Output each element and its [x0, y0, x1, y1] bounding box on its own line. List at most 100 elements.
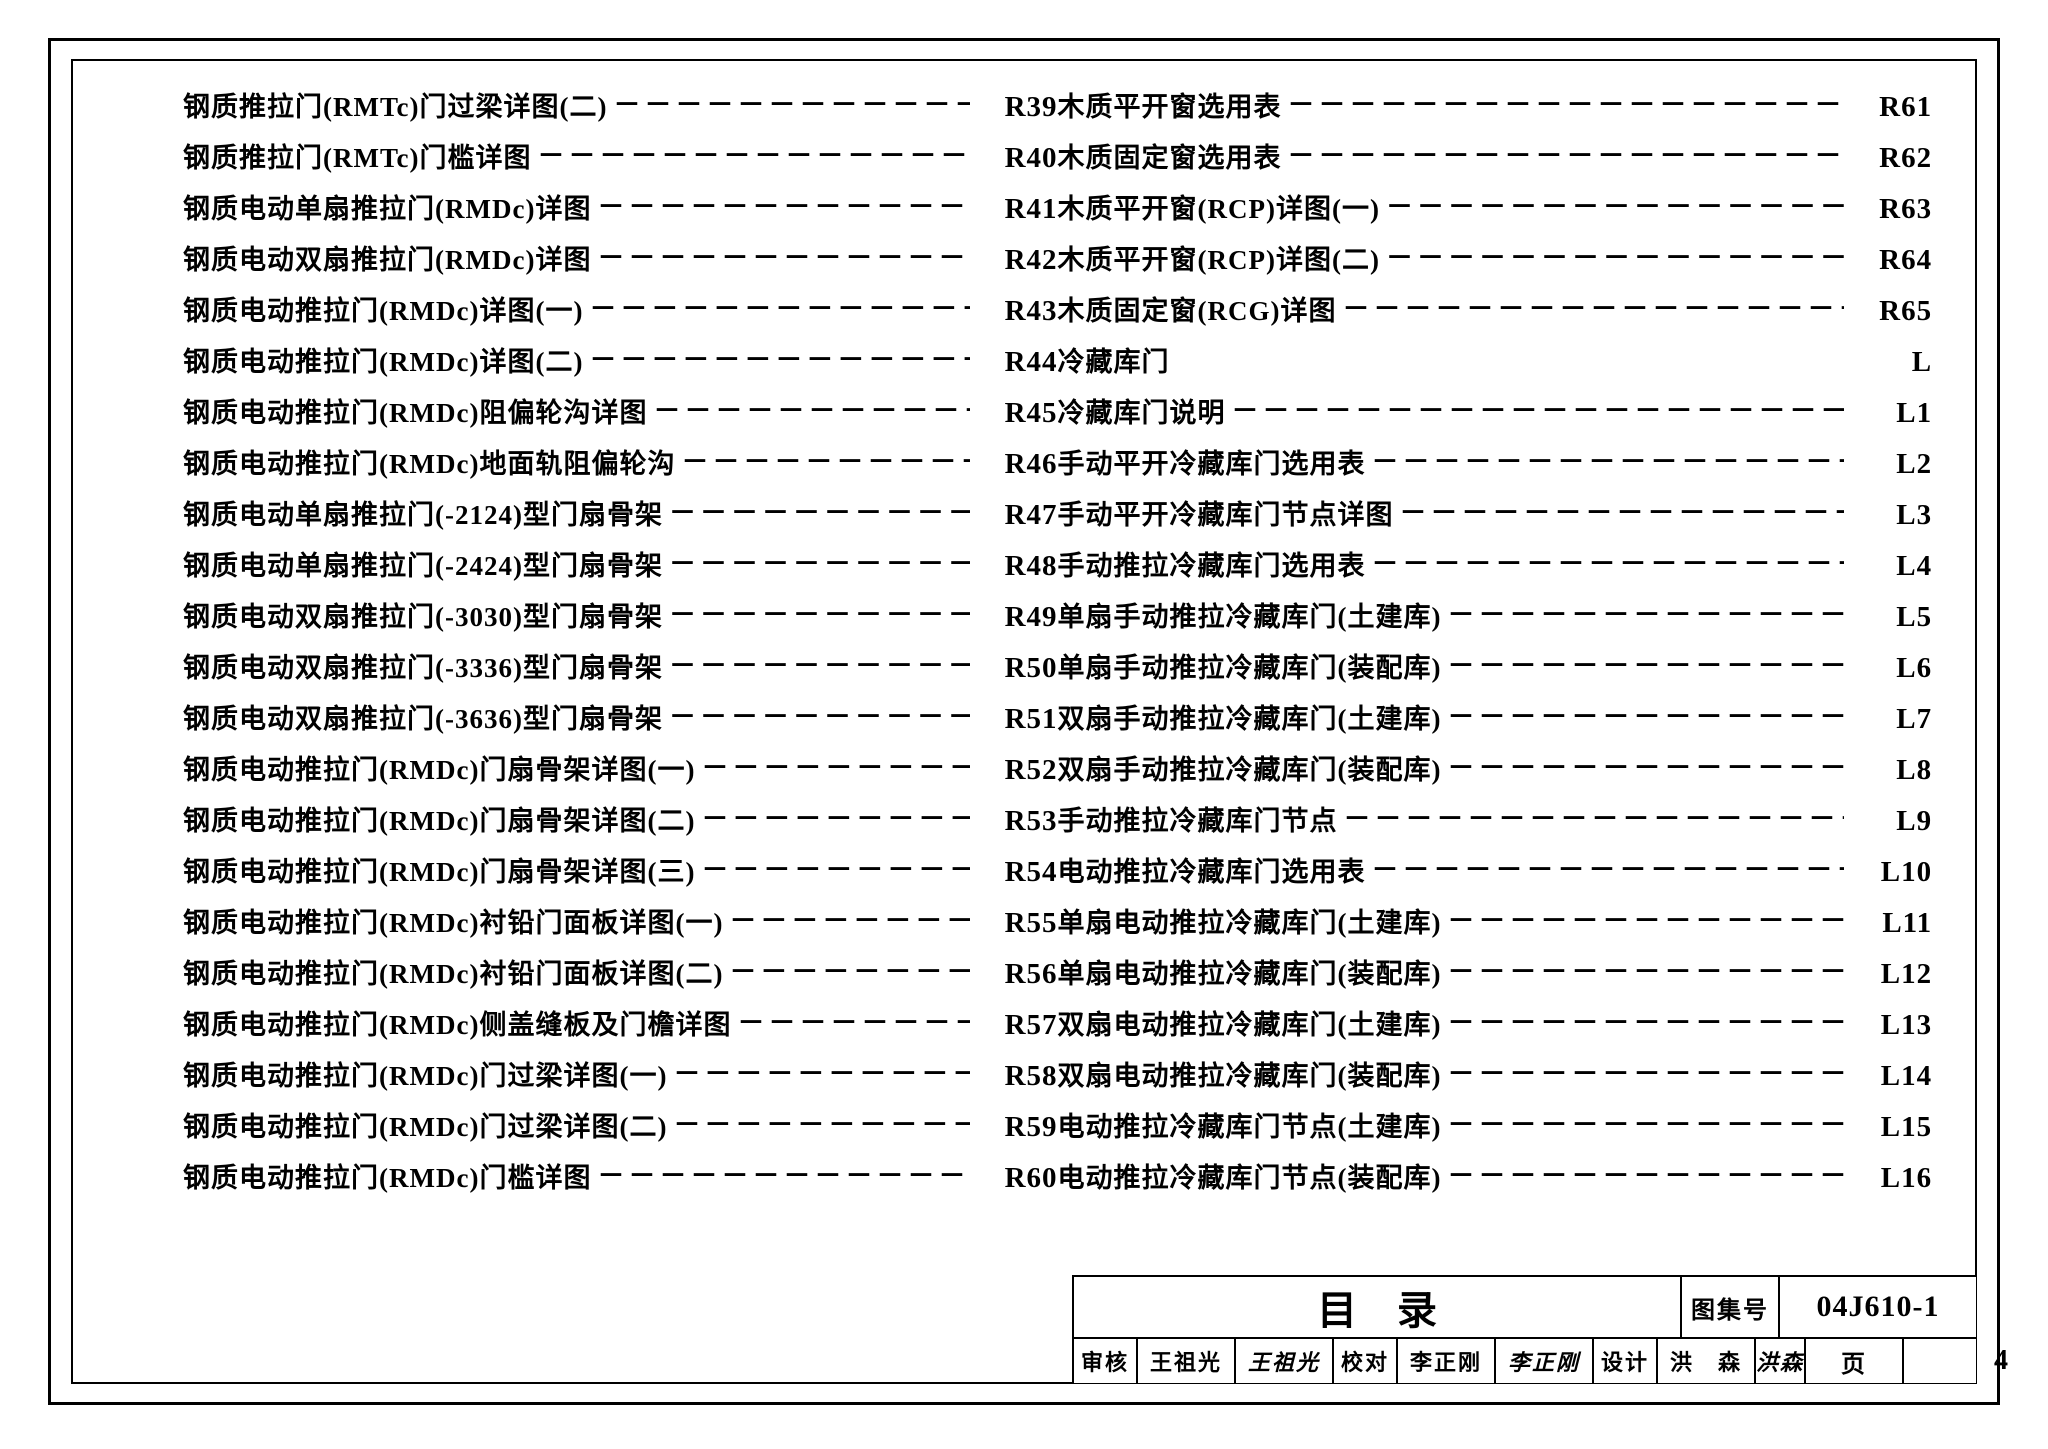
- review-label: 审核: [1074, 1339, 1138, 1383]
- toc-row: 单扇手动推拉冷藏库门(土建库)L5: [1058, 595, 1933, 646]
- toc-leader: [663, 593, 970, 632]
- toc-row: 钢质电动推拉门(RMDc)阻偏轮沟详图 R45: [183, 391, 1058, 442]
- toc-title: 钢质电动推拉门(RMDc)门扇骨架详图(一): [183, 748, 695, 787]
- toc-row: 双扇手动推拉冷藏库门(装配库) L8: [1058, 748, 1933, 799]
- toc-page: R43: [970, 295, 1058, 328]
- toc-title: 手动推拉冷藏库门选用表: [1058, 544, 1366, 583]
- toc-page: R40: [970, 142, 1058, 175]
- toc-page: R65: [1844, 295, 1932, 328]
- toc-leader: [1442, 644, 1845, 683]
- toc-page: R54: [970, 856, 1058, 889]
- toc-page: R45: [970, 397, 1058, 430]
- toc-row: 单扇电动推拉冷藏库门(土建库) L11: [1058, 901, 1933, 952]
- toc-title: 钢质电动单扇推拉门(RMDc)详图: [183, 187, 591, 226]
- toc-title: 双扇电动推拉冷藏库门(土建库): [1058, 1003, 1442, 1042]
- page-number: 4: [1904, 1339, 2048, 1383]
- toc-page: L16: [1844, 1162, 1932, 1195]
- toc-page: L14: [1844, 1060, 1932, 1093]
- toc-title: 钢质电动推拉门(RMDc)门过梁详图(二): [183, 1105, 667, 1144]
- toc-leader: [1366, 848, 1845, 887]
- toc-row: 手动推拉冷藏库门选用表 L4: [1058, 544, 1933, 595]
- toc-columns: 钢质推拉门(RMTc)门过梁详图(二)R39钢质推拉门(RMTc)门槛详图R40…: [113, 85, 1935, 1207]
- toc-title: 单扇手动推拉冷藏库门(装配库): [1058, 646, 1442, 685]
- toc-row: 钢质电动推拉门(RMDc)门扇骨架详图(二)R53: [183, 799, 1058, 850]
- toc-title: 冷藏库门说明: [1058, 391, 1226, 430]
- toc-title: 钢质电动双扇推拉门(-3030)型门扇骨架: [183, 595, 663, 634]
- toc-page: L11: [1844, 907, 1932, 940]
- toc-leader: [1442, 746, 1845, 785]
- toc-title: 钢质电动推拉门(RMDc)门槛详图: [183, 1156, 591, 1195]
- check-name: 李正刚: [1398, 1339, 1496, 1383]
- toc-title: 钢质电动单扇推拉门(-2424)型门扇骨架: [183, 544, 663, 583]
- toc-title: 冷藏库门: [1058, 340, 1170, 379]
- toc-title: 单扇电动推拉冷藏库门(土建库): [1058, 901, 1442, 940]
- toc-page: R57: [970, 1009, 1058, 1042]
- toc-title: 木质平开窗(RCP)详图(二): [1058, 238, 1380, 277]
- toc-title: 手动平开冷藏库门选用表: [1058, 442, 1366, 481]
- toc-page: R64: [1844, 244, 1932, 277]
- toc-row: 钢质电动单扇推拉门(RMDc)详图R41: [183, 187, 1058, 238]
- design-name: 洪 森: [1658, 1339, 1756, 1383]
- toc-row: 冷藏库门L: [1058, 340, 1933, 391]
- toc-row: 木质平开窗(RCP)详图(二) R64: [1058, 238, 1933, 289]
- toc-page: R62: [1844, 142, 1932, 175]
- toc-row: 电动推拉冷藏库门节点(土建库)L15: [1058, 1105, 1933, 1156]
- toc-row: 钢质电动推拉门(RMDc)门过梁详图(二)R59: [183, 1105, 1058, 1156]
- toc-title: 钢质电动单扇推拉门(-2124)型门扇骨架: [183, 493, 663, 532]
- toc-title: 手动平开冷藏库门节点详图: [1058, 493, 1394, 532]
- toc-page: L8: [1844, 754, 1932, 787]
- toc-page: L1: [1844, 397, 1932, 430]
- toc-row: 双扇电动推拉冷藏库门(土建库)L13: [1058, 1003, 1933, 1054]
- design-label: 设计: [1594, 1339, 1658, 1383]
- toc-title: 手动推拉冷藏库门节点: [1058, 799, 1338, 838]
- toc-row: 手动推拉冷藏库门节点L9: [1058, 799, 1933, 850]
- toc-row: 钢质电动推拉门(RMDc)门扇骨架详图(一) R52: [183, 748, 1058, 799]
- toc-page: R52: [970, 754, 1058, 787]
- atlas-code-label: 图集号: [1682, 1277, 1780, 1337]
- toc-row: 钢质电动推拉门(RMDc)衬铅门面板详图(二)R56: [183, 952, 1058, 1003]
- toc-page: R50: [970, 652, 1058, 685]
- toc-leader: [695, 848, 969, 887]
- toc-page: L4: [1844, 550, 1932, 583]
- toc-leader: [583, 338, 969, 377]
- toc-row: 钢质电动推拉门(RMDc)门过梁详图(一)R58: [183, 1054, 1058, 1105]
- toc-leader: [591, 185, 969, 224]
- toc-leader: [607, 83, 969, 122]
- toc-row: 手动平开冷藏库门节点详图L3: [1058, 493, 1933, 544]
- toc-title: 双扇手动推拉冷藏库门(装配库): [1058, 748, 1442, 787]
- toc-row: 电动推拉冷藏库门节点(装配库)L16: [1058, 1156, 1933, 1207]
- toc-page: L15: [1844, 1111, 1932, 1144]
- toc-title: 钢质电动双扇推拉门(-3336)型门扇骨架: [183, 646, 663, 685]
- toc-page: R51: [970, 703, 1058, 736]
- toc-leader: [1338, 797, 1845, 836]
- toc-leader: [667, 1052, 969, 1091]
- titleblock-row-top: 目录 图集号 04J610-1: [1074, 1277, 1976, 1337]
- toc-leader: [1442, 695, 1845, 734]
- toc-page: R46: [970, 448, 1058, 481]
- toc-leader: [1366, 440, 1845, 479]
- check-label: 校对: [1334, 1339, 1398, 1383]
- toc-row: 钢质电动双扇推拉门(-3030)型门扇骨架R49: [183, 595, 1058, 646]
- toc-row: 电动推拉冷藏库门选用表L10: [1058, 850, 1933, 901]
- toc-row: 钢质电动推拉门(RMDc)详图(二)R44: [183, 340, 1058, 391]
- outer-frame: 钢质推拉门(RMTc)门过梁详图(二)R39钢质推拉门(RMTc)门槛详图R40…: [48, 38, 2000, 1405]
- toc-title: 木质固定窗选用表: [1058, 136, 1282, 175]
- toc-row: 单扇手动推拉冷藏库门(装配库)L6: [1058, 646, 1933, 697]
- toc-leader: [1442, 950, 1845, 989]
- toc-title: 钢质电动推拉门(RMDc)阻偏轮沟详图: [183, 391, 647, 430]
- toc-row: 钢质电动双扇推拉门(RMDc)详图R42: [183, 238, 1058, 289]
- toc-title: 木质固定窗(RCG)详图: [1058, 289, 1337, 328]
- toc-title: 钢质电动推拉门(RMDc)详图(二): [183, 340, 583, 379]
- toc-leader: [695, 746, 969, 785]
- toc-row: 单扇电动推拉冷藏库门(装配库)L12: [1058, 952, 1933, 1003]
- toc-leader: [667, 1103, 969, 1142]
- toc-leader: [1282, 134, 1845, 173]
- toc-title: 钢质推拉门(RMTc)门过梁详图(二): [183, 85, 607, 124]
- toc-leader: [583, 287, 969, 326]
- toc-leader: [663, 644, 970, 683]
- toc-page: R42: [970, 244, 1058, 277]
- toc-title: 钢质电动推拉门(RMDc)详图(一): [183, 289, 583, 328]
- toc-page: R61: [1844, 91, 1932, 124]
- toc-title: 电动推拉冷藏库门选用表: [1058, 850, 1366, 889]
- toc-leader: [1442, 1103, 1845, 1142]
